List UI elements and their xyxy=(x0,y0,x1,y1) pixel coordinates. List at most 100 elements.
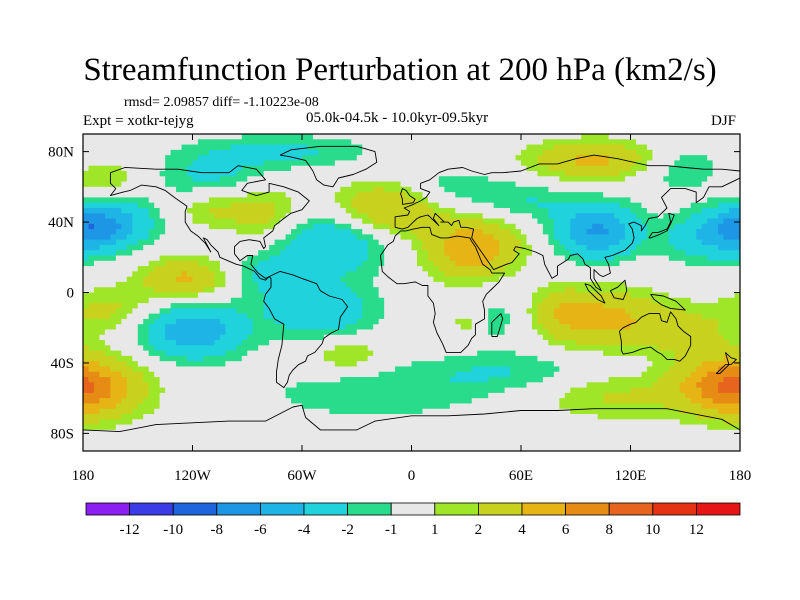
field-cell xyxy=(83,329,106,336)
x-tick-label: 180 xyxy=(72,468,95,484)
field-cell xyxy=(438,266,506,272)
field-cell xyxy=(542,377,610,383)
field-cell xyxy=(553,223,571,230)
field-cell xyxy=(416,250,429,257)
colorbar-label: -8 xyxy=(211,522,224,538)
x-tick-label: 180 xyxy=(729,468,752,484)
field-cell xyxy=(510,318,533,325)
field-cell xyxy=(712,165,740,172)
field-cell xyxy=(115,355,133,362)
field-cell xyxy=(696,234,725,241)
field-cell xyxy=(83,239,117,246)
field-cell xyxy=(137,303,172,309)
field-cell xyxy=(83,165,90,172)
field-cell xyxy=(384,297,533,304)
field-cell xyxy=(154,218,166,225)
field-cell xyxy=(531,324,544,331)
field-cell xyxy=(367,250,385,257)
field-cell xyxy=(362,149,522,156)
field-cell xyxy=(510,207,549,214)
y-tick-label: 80S xyxy=(51,426,74,442)
field-cell xyxy=(542,324,571,331)
field-cell xyxy=(83,234,111,241)
field-cell xyxy=(99,244,128,251)
field-cell xyxy=(192,176,221,183)
field-cell xyxy=(83,308,117,315)
field-cell xyxy=(542,334,555,341)
field-cell xyxy=(88,223,95,230)
field-cell xyxy=(132,355,161,362)
field-cell xyxy=(225,324,254,331)
field-cell xyxy=(83,350,106,357)
field-cell xyxy=(619,218,643,225)
field-cell xyxy=(121,318,144,325)
field-cell xyxy=(718,202,740,209)
field-cell xyxy=(83,266,139,272)
field-cell xyxy=(170,149,210,156)
field-cell xyxy=(83,303,90,309)
field-cell xyxy=(526,239,549,246)
field-cell xyxy=(291,202,341,209)
field-cell xyxy=(362,144,528,151)
field-cell xyxy=(93,287,155,294)
field-cell xyxy=(197,139,352,146)
field-cell xyxy=(455,192,604,198)
field-cell xyxy=(219,318,254,325)
field-cell xyxy=(619,239,643,246)
field-cell xyxy=(603,303,664,309)
field-cell xyxy=(143,244,270,251)
field-cell xyxy=(690,202,719,209)
field-cell xyxy=(564,255,582,262)
field-cell xyxy=(83,435,740,442)
field-cell xyxy=(154,239,276,246)
field-cell xyxy=(378,292,533,299)
field-cell xyxy=(165,155,199,162)
field-cell xyxy=(707,255,740,262)
field-cell xyxy=(510,229,522,235)
field-cell xyxy=(564,392,604,399)
field-cell xyxy=(657,213,664,220)
field-cell xyxy=(104,340,139,346)
field-cell xyxy=(93,223,122,230)
field-cell xyxy=(110,234,128,241)
field-cell xyxy=(696,414,740,420)
field-cell xyxy=(646,144,740,151)
field-cell xyxy=(542,223,555,230)
streamfunction-field xyxy=(83,134,740,451)
field-cell xyxy=(515,155,539,162)
field-cell xyxy=(356,361,413,368)
field-cell xyxy=(696,366,719,373)
field-cell xyxy=(83,297,150,304)
field-cell xyxy=(165,387,287,394)
coastline-australia xyxy=(619,311,692,362)
field-cell xyxy=(126,176,166,183)
field-cell xyxy=(88,165,122,172)
field-cell xyxy=(263,303,363,309)
field-cell xyxy=(531,297,544,304)
field-cell xyxy=(542,229,555,235)
field-cell xyxy=(192,213,215,220)
field-cell xyxy=(345,271,380,278)
field-cell xyxy=(345,207,358,214)
field-cell xyxy=(356,266,380,272)
field-cell xyxy=(356,234,374,241)
field-cell xyxy=(203,287,215,294)
field-cell xyxy=(433,207,456,214)
field-cell xyxy=(285,387,506,394)
x-tick-label: 60E xyxy=(509,468,533,484)
field-cell xyxy=(416,260,434,267)
field-cell xyxy=(449,213,484,220)
field-cell xyxy=(252,276,341,283)
field-cell xyxy=(356,318,380,325)
field-cell xyxy=(351,223,374,230)
field-cell xyxy=(553,144,626,151)
field-cell xyxy=(668,255,708,262)
field-cell xyxy=(83,160,166,167)
field-cell xyxy=(159,234,287,241)
field-cell xyxy=(83,186,177,193)
field-cell xyxy=(274,207,292,214)
field-cell xyxy=(679,155,708,162)
field-cell xyxy=(723,334,740,341)
field-cell xyxy=(384,313,489,320)
field-cell xyxy=(285,244,369,251)
